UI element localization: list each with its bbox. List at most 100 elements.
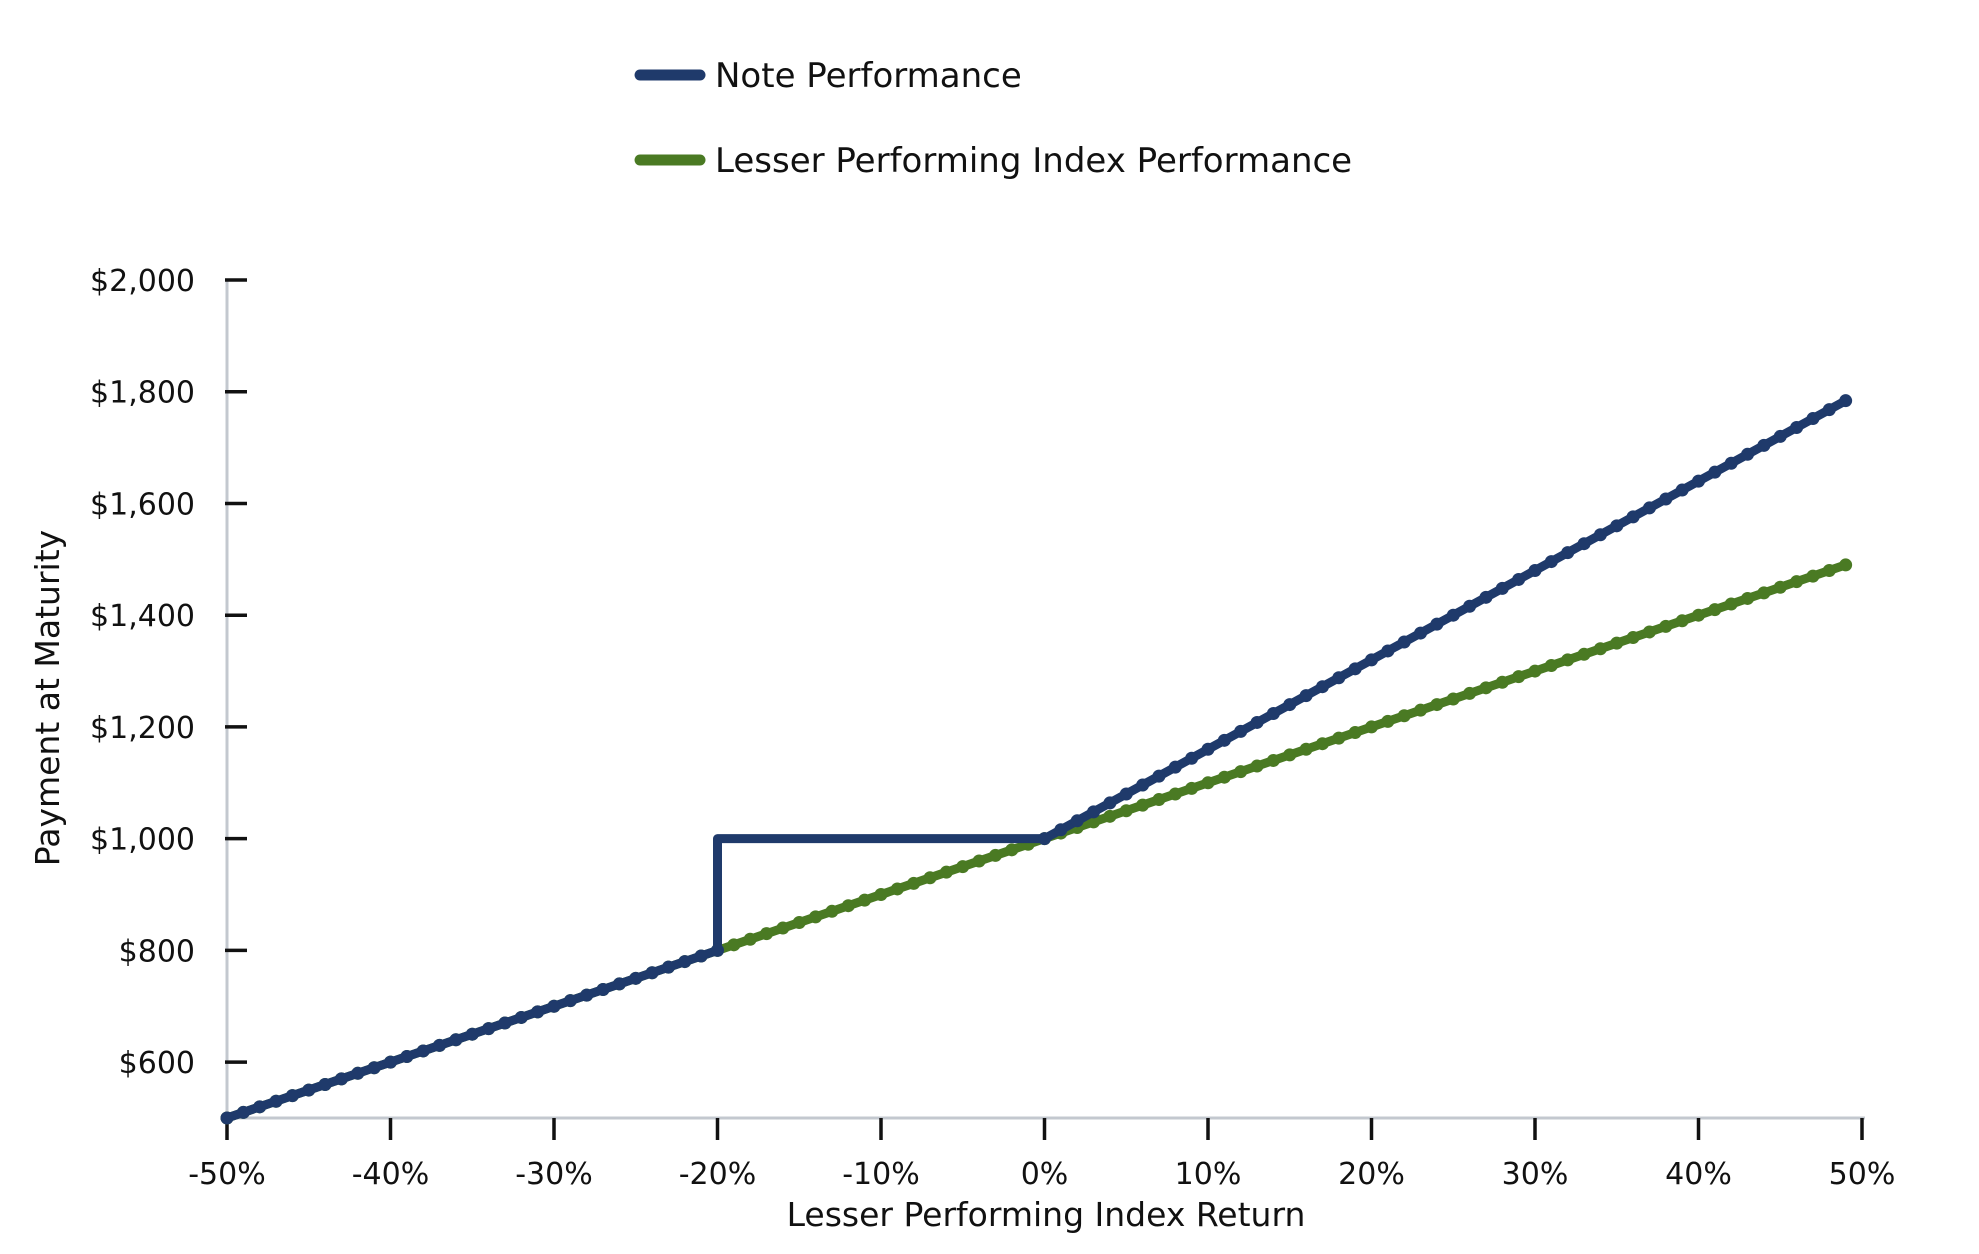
series-point-lesser-performing-index-performance <box>1642 625 1656 639</box>
series-point-note-performance <box>1495 581 1509 595</box>
series-point-note-performance <box>1168 760 1182 774</box>
series-point-lesser-performing-index-performance <box>1234 765 1248 779</box>
series-point-lesser-performing-index-performance <box>1446 692 1460 706</box>
series-point-note-performance <box>1397 635 1411 649</box>
series-point-note-performance <box>236 1105 250 1119</box>
series-point-lesser-performing-index-performance <box>1152 793 1166 807</box>
series-point-note-performance <box>1234 724 1248 738</box>
series-point-note-performance <box>1544 555 1558 569</box>
y-tick-label: $2,000 <box>90 264 195 299</box>
series-point-note-performance <box>1724 456 1738 470</box>
series-point-note-performance <box>1463 599 1477 613</box>
series-point-lesser-performing-index-performance <box>939 865 953 879</box>
x-tick-label: 0% <box>1021 1157 1069 1192</box>
series-point-lesser-performing-index-performance <box>1315 737 1329 751</box>
series-point-lesser-performing-index-performance <box>1185 781 1199 795</box>
series-point-note-performance <box>1365 653 1378 667</box>
series-point-note-performance <box>1839 394 1853 408</box>
series-point-note-performance <box>1741 447 1755 461</box>
series-point-note-performance <box>482 1022 496 1036</box>
series-point-note-performance <box>1479 590 1493 604</box>
y-tick-label: $600 <box>119 1046 195 1081</box>
series-point-lesser-performing-index-performance <box>1299 742 1313 756</box>
series-point-note-performance <box>1266 707 1280 721</box>
series-point-note-performance <box>1512 572 1526 586</box>
series-point-note-performance <box>433 1038 447 1052</box>
series-point-note-performance <box>1626 510 1640 524</box>
x-tick-label: 10% <box>1175 1157 1242 1192</box>
series-point-lesser-performing-index-performance <box>923 871 937 885</box>
x-tick-label: 20% <box>1338 1157 1405 1192</box>
series-point-lesser-performing-index-performance <box>809 910 823 924</box>
x-tick-label: -20% <box>679 1157 757 1192</box>
series-point-note-performance <box>580 988 594 1002</box>
series-point-lesser-performing-index-performance <box>1528 664 1542 678</box>
series-point-lesser-performing-index-performance <box>1806 569 1820 583</box>
series-point-lesser-performing-index-performance <box>1266 753 1280 767</box>
series-point-note-performance <box>1414 626 1428 640</box>
y-tick-label: $1,000 <box>90 823 195 858</box>
x-tick-label: 40% <box>1665 1157 1732 1192</box>
series-point-note-performance <box>694 949 708 963</box>
series-point-lesser-performing-index-performance <box>1544 658 1558 672</box>
series-point-note-performance <box>1773 429 1787 443</box>
series-point-lesser-performing-index-performance <box>825 904 839 918</box>
series-point-note-performance <box>1136 778 1150 792</box>
y-tick-label: $800 <box>119 934 195 969</box>
series-point-note-performance <box>449 1033 463 1047</box>
series-point-note-performance <box>1038 832 1051 846</box>
series-point-lesser-performing-index-performance <box>776 921 790 935</box>
series-point-lesser-performing-index-performance <box>1822 564 1836 578</box>
series-point-note-performance <box>1103 796 1117 810</box>
series-point-note-performance <box>351 1066 365 1080</box>
series-point-lesser-performing-index-performance <box>1217 770 1231 784</box>
series-point-lesser-performing-index-performance <box>841 899 855 913</box>
series-layer <box>220 394 1853 1125</box>
series-point-lesser-performing-index-performance <box>890 882 904 896</box>
series-point-note-performance <box>1822 403 1836 417</box>
series-point-note-performance <box>400 1050 414 1064</box>
series-point-lesser-performing-index-performance <box>743 932 757 946</box>
series-point-note-performance <box>1642 501 1656 515</box>
series-point-lesser-performing-index-performance <box>907 876 921 890</box>
series-point-lesser-performing-index-performance <box>1479 681 1493 695</box>
series-point-lesser-performing-index-performance <box>1136 798 1150 812</box>
x-tick-label: -50% <box>188 1157 266 1192</box>
series-point-lesser-performing-index-performance <box>1005 843 1019 857</box>
series-point-note-performance <box>1332 671 1346 685</box>
series-point-lesser-performing-index-performance <box>1430 698 1444 712</box>
series-point-note-performance <box>1087 805 1101 819</box>
series-point-lesser-performing-index-performance <box>1773 580 1787 594</box>
series-point-note-performance <box>1528 564 1542 578</box>
series-point-note-performance <box>367 1061 381 1075</box>
series-line-note-performance <box>222 396 1851 1123</box>
y-tick-label: $1,400 <box>90 599 195 634</box>
y-axis-title: Payment at Maturity <box>28 530 67 866</box>
series-point-lesser-performing-index-performance <box>1365 720 1378 734</box>
series-point-lesser-performing-index-performance <box>1561 653 1575 667</box>
series-point-note-performance <box>711 943 724 957</box>
series-point-lesser-performing-index-performance <box>1414 703 1428 717</box>
series-point-note-performance <box>285 1089 299 1103</box>
series-point-lesser-performing-index-performance <box>1495 675 1509 689</box>
series-point-lesser-performing-index-performance <box>1283 748 1297 762</box>
series-point-lesser-performing-index-performance <box>1675 614 1689 628</box>
series-point-note-performance <box>220 1111 234 1125</box>
series-point-lesser-performing-index-performance <box>1332 731 1346 745</box>
series-point-note-performance <box>498 1016 512 1030</box>
series-point-lesser-performing-index-performance <box>760 927 774 941</box>
series-point-note-performance <box>531 1005 545 1019</box>
series-point-note-performance <box>629 971 643 985</box>
series-point-lesser-performing-index-performance <box>1119 804 1133 818</box>
series-point-note-performance <box>661 960 675 974</box>
x-tick-label: 30% <box>1502 1157 1569 1192</box>
series-point-note-performance <box>1790 420 1804 434</box>
series-point-lesser-performing-index-performance <box>1348 726 1362 740</box>
x-axis-title: Lesser Performing Index Return <box>787 1195 1306 1234</box>
x-axis-ticks: -50% -40% -30% -20% -10% 0% 10% 20% 30% 40% 50% <box>188 1118 1895 1192</box>
series-point-note-performance <box>465 1027 479 1041</box>
series-point-lesser-performing-index-performance <box>727 938 741 952</box>
series-point-note-performance <box>1348 662 1362 676</box>
series-point-lesser-performing-index-performance <box>988 848 1002 862</box>
